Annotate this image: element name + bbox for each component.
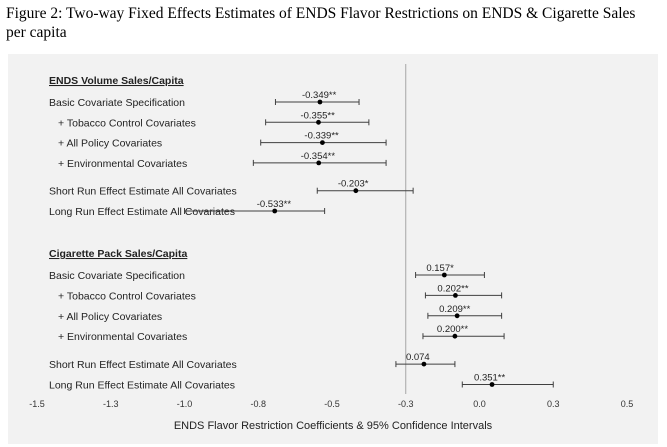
estimate-label: -0.355** (300, 110, 335, 121)
row-label: + Tobacco Control Covariates (58, 117, 196, 129)
forest-plot: ENDS Volume Sales/Capita Basic Covariate … (29, 64, 634, 432)
group-title: Cigarette Pack Sales/Capita (49, 248, 187, 260)
estimate-label: -0.354** (301, 151, 336, 162)
estimate-label: 0.202** (437, 283, 468, 294)
point-estimate (452, 333, 458, 339)
row-label: + All Policy Covariates (58, 311, 162, 323)
estimate-label: 0.157* (426, 263, 454, 274)
x-tick-label: -0.3 (398, 399, 414, 409)
estimate-label: -0.203* (338, 179, 369, 190)
x-tick-label: -1.5 (29, 399, 45, 409)
row-label: + Environmental Covariates (58, 331, 187, 343)
estimate-label: 0.209** (439, 304, 470, 315)
row-label: Basic Covariate Specification (49, 270, 185, 282)
row-label: Long Run Effect Estimate All Covariates (49, 380, 235, 392)
point-estimate (320, 140, 325, 145)
row-label: + Environmental Covariates (58, 158, 187, 170)
x-tick-label: 0.5 (621, 399, 634, 409)
x-tick-label: -0.8 (250, 399, 266, 409)
estimate-label: -0.339** (304, 131, 339, 142)
row-label: Short Run Effect Estimate All Covariates (49, 359, 237, 371)
point-estimate (316, 160, 322, 166)
point-estimate (317, 99, 323, 105)
point-estimate (489, 382, 495, 387)
x-tick-label: -1.0 (177, 399, 193, 409)
estimate-label: 0.351** (474, 373, 505, 384)
row-label: Short Run Effect Estimate All Covariates (49, 186, 237, 198)
row-label: Basic Covariate Specification (49, 97, 185, 109)
point-estimate (316, 119, 321, 125)
estimate-label: 0.200** (437, 324, 468, 335)
estimate-label: 0.074 (406, 352, 430, 363)
estimate-label: -0.533** (257, 199, 292, 210)
point-estimate (353, 188, 359, 194)
point-estimate (272, 208, 278, 214)
x-tick-label: -0.5 (324, 399, 340, 409)
x-tick-label: 0.3 (547, 399, 560, 409)
point-estimate (454, 313, 460, 319)
point-estimate (441, 272, 447, 278)
point-estimate (453, 293, 458, 298)
x-axis-label: ENDS Flavor Restriction Coefficients & 9… (174, 420, 493, 432)
chart-panel: ENDS Volume Sales/Capita Basic Covariate … (8, 54, 658, 444)
figure-caption: Figure 2: Two-way Fixed Effects Estimate… (6, 5, 636, 41)
row-label: + All Policy Covariates (58, 138, 162, 150)
row-label: + Tobacco Control Covariates (58, 290, 196, 302)
x-tick-label: 0.0 (473, 399, 486, 409)
estimate-label: -0.349** (302, 90, 337, 101)
group-title: ENDS Volume Sales/Capita (49, 75, 184, 87)
row-label: Long Run Effect Estimate All Covariates (49, 206, 235, 218)
x-tick-label: -1.3 (103, 399, 119, 409)
point-estimate (421, 361, 427, 367)
